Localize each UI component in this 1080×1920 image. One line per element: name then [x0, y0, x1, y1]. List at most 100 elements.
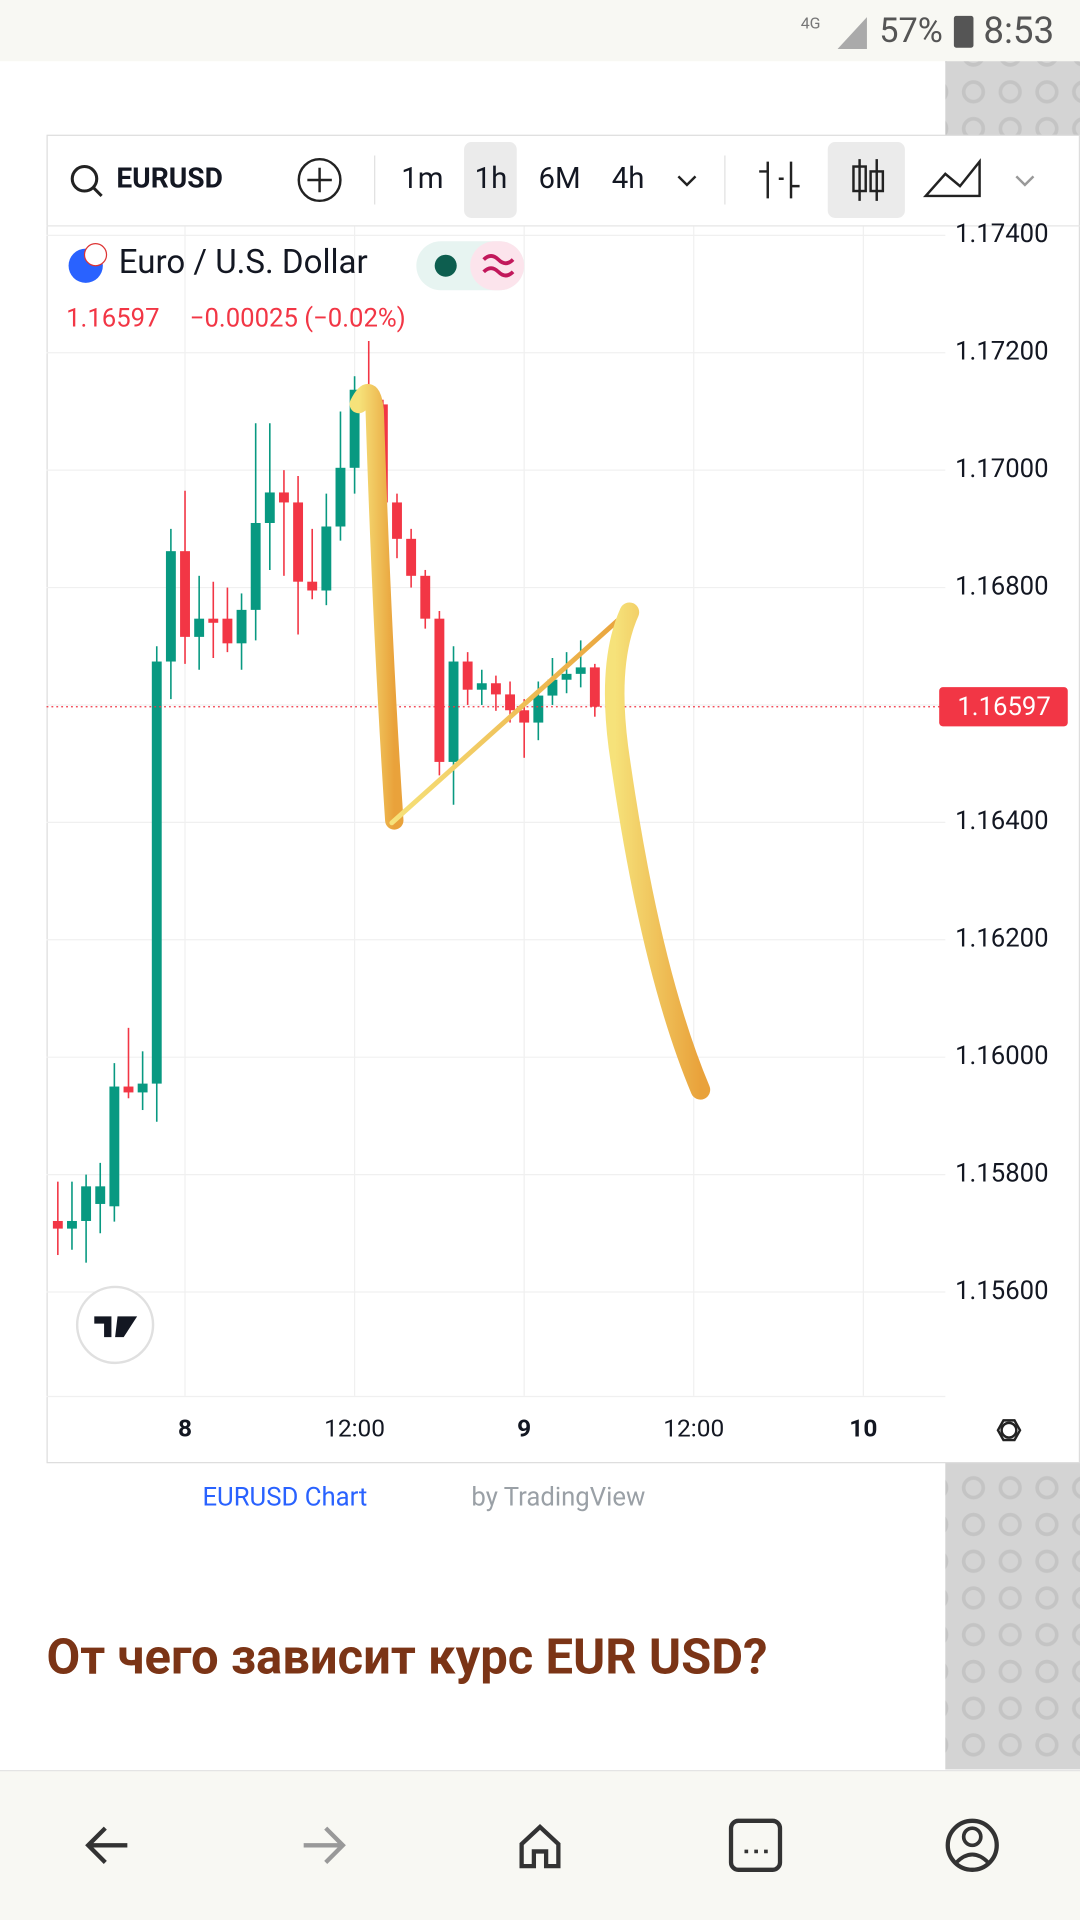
candle-body [236, 609, 247, 644]
plus-icon [307, 167, 332, 193]
y-tick-label: 1.16400 [955, 806, 1048, 836]
bars-icon[interactable] [759, 161, 800, 199]
nav-bar [0, 1770, 1080, 1920]
heading: От чего зависит курс EUR USD? [47, 1628, 768, 1685]
candle-body [165, 551, 176, 662]
candle-body [208, 618, 219, 623]
candle-body [490, 683, 501, 695]
home-button[interactable] [519, 1824, 561, 1869]
legend: Euro / U.S. Dollar 1.16597 −0.00025 (−0.… [66, 241, 525, 333]
compare-button[interactable] [297, 157, 342, 203]
candle-body [589, 667, 600, 707]
candle-body [307, 581, 318, 591]
interval[interactable]: 6M [539, 162, 581, 196]
y-tick-label: 1.15600 [955, 1276, 1048, 1306]
interval[interactable]: 1m [401, 162, 443, 196]
candle-body [349, 389, 360, 468]
area-icon[interactable] [922, 158, 981, 198]
y-tick-label: 1.17200 [955, 337, 1048, 367]
candle-body [222, 618, 233, 644]
interval[interactable]: 4h [612, 162, 645, 196]
search-icon-handle [91, 186, 103, 198]
plot-area: 1.156001.158001.160001.162001.164001.166… [46, 219, 1068, 1443]
x-tick-label: 12:00 [324, 1414, 385, 1443]
x-tick-label: 8 [178, 1414, 192, 1443]
candle-body [250, 522, 261, 610]
settings-hex [996, 1419, 1022, 1442]
arrow-stroke [389, 609, 630, 826]
arrow-stroke [604, 602, 711, 1100]
candle-body [406, 538, 417, 576]
candle-body [476, 683, 487, 690]
x-tick-label: 9 [517, 1414, 531, 1443]
account-button[interactable] [945, 1818, 999, 1872]
y-tick-label: 1.16800 [955, 571, 1048, 601]
candle-body [505, 694, 515, 711]
candle-body [151, 661, 162, 1084]
candle-body [547, 679, 558, 696]
clock: 8:53 [983, 9, 1054, 52]
candle-body [561, 673, 572, 680]
chart-title: Euro / U.S. Dollar [119, 243, 368, 282]
status-dot [434, 254, 457, 277]
account-head [961, 1826, 983, 1848]
x-tick-label: 10 [849, 1414, 877, 1443]
settings-icon[interactable] [1000, 1421, 1018, 1439]
candle-body [462, 661, 473, 690]
candle-body [321, 526, 332, 591]
forward-button[interactable] [303, 1826, 346, 1864]
interval[interactable]: 1h [475, 162, 508, 196]
candle-icon-body [869, 170, 885, 193]
caption-link[interactable]: EURUSD Chart [202, 1483, 367, 1513]
account-body [955, 1852, 990, 1864]
candle-body [123, 1086, 134, 1093]
candle-body [335, 467, 346, 527]
candle-body [293, 502, 304, 582]
candle-body [533, 695, 544, 723]
candle-body [392, 502, 402, 539]
candle-body [278, 492, 289, 503]
candle-body [264, 492, 275, 523]
candle-body [67, 1220, 77, 1229]
y-tick-label: 1.16200 [955, 924, 1048, 954]
candle-body [448, 661, 459, 762]
annotation-arrows [349, 384, 711, 1100]
y-tick-label: 1.15800 [955, 1158, 1048, 1188]
price-tag [939, 687, 1068, 727]
legend-change: −0.00025 (−0.02%) [190, 303, 406, 333]
search-icon[interactable] [70, 165, 99, 193]
arrow-stroke [349, 384, 404, 830]
candle-body [519, 710, 530, 723]
candle-body [81, 1186, 92, 1221]
candle-body [420, 575, 431, 619]
chart-widget [46, 134, 1080, 1464]
y-tick-label: 1.16000 [955, 1041, 1048, 1071]
candle-body [194, 618, 205, 637]
status-bar [0, 0, 1080, 62]
market-status-delayed [470, 241, 525, 291]
y-tick-label: 1.17000 [955, 454, 1048, 484]
interval-menu[interactable] [677, 175, 697, 187]
candle-body [109, 1086, 120, 1207]
delayed-icon [482, 254, 515, 278]
y-tick-label: 1.17400 [955, 219, 1048, 249]
tabs-button[interactable] [728, 1818, 783, 1872]
candle-body [434, 618, 445, 762]
battery-level: 57% [879, 11, 943, 51]
symbol-flag-us [83, 243, 108, 267]
candle-icon-body [852, 165, 867, 193]
legend-price: 1.16597 [66, 303, 159, 333]
tradingview-logo[interactable] [75, 1285, 155, 1365]
price-tag-label: 1.16597 [957, 692, 1050, 722]
network: 4G [801, 14, 821, 33]
x-tick-label: 12:00 [663, 1414, 724, 1443]
back-button[interactable] [85, 1826, 128, 1864]
candle-body [575, 667, 586, 674]
candle-body [95, 1186, 106, 1204]
symbol[interactable]: EURUSD [116, 161, 223, 194]
caption-suffix: by TradingView [471, 1483, 645, 1513]
style-menu[interactable] [1015, 175, 1035, 187]
toolbar: EURUSD 1m 1h 6M 4h [70, 142, 1035, 218]
